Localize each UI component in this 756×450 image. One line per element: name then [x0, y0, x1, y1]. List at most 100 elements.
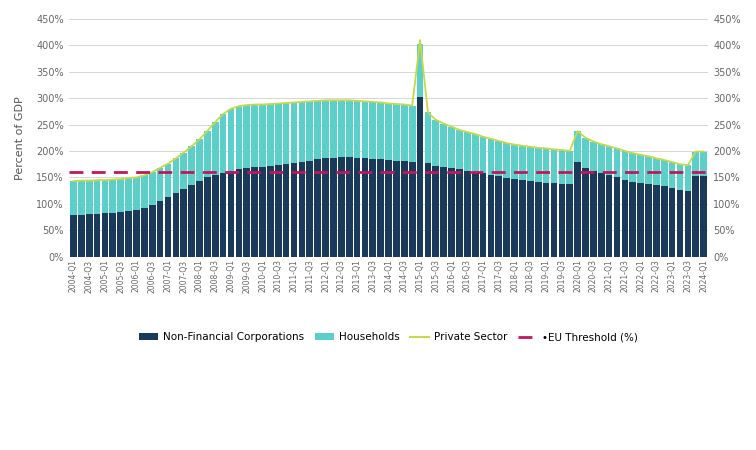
Bar — [101, 213, 108, 256]
Bar — [251, 167, 258, 256]
Bar — [401, 104, 407, 161]
Bar — [86, 180, 92, 214]
Bar — [559, 150, 565, 184]
Bar — [345, 100, 352, 158]
Bar — [283, 103, 290, 164]
Bar — [259, 167, 266, 256]
Bar — [86, 214, 92, 256]
Bar — [598, 144, 605, 173]
Bar — [345, 158, 352, 256]
Bar — [677, 164, 683, 189]
Bar — [575, 131, 581, 162]
Bar — [472, 171, 479, 256]
Bar — [236, 170, 242, 256]
Bar — [70, 181, 77, 216]
Bar — [172, 193, 179, 256]
Bar — [590, 141, 596, 171]
Bar — [448, 168, 455, 256]
Bar — [630, 182, 636, 256]
Bar — [661, 160, 668, 186]
Private Sector — [589, 139, 598, 144]
EU Threshold (%) — [77, 170, 86, 175]
Bar — [275, 165, 282, 256]
Bar — [149, 172, 156, 205]
Bar — [677, 189, 683, 256]
Bar — [165, 198, 172, 256]
Bar — [393, 104, 400, 161]
Bar — [637, 183, 644, 256]
Bar — [543, 148, 550, 183]
Bar — [448, 127, 455, 168]
Bar — [330, 100, 336, 158]
Bar — [243, 105, 250, 168]
Bar — [314, 159, 321, 256]
Bar — [117, 212, 124, 256]
Bar — [377, 159, 384, 256]
Bar — [432, 166, 439, 256]
Line: Private Sector: Private Sector — [73, 40, 704, 181]
Bar — [181, 153, 187, 189]
Bar — [480, 173, 486, 256]
Bar — [669, 188, 676, 256]
Bar — [196, 180, 203, 256]
Bar — [141, 208, 147, 256]
Bar — [590, 171, 596, 256]
Bar — [409, 162, 416, 256]
Bar — [156, 201, 163, 256]
Bar — [582, 138, 589, 168]
Bar — [220, 173, 227, 256]
Bar — [393, 161, 400, 256]
Bar — [692, 176, 699, 256]
Bar — [322, 100, 329, 158]
Bar — [70, 216, 77, 256]
Bar — [361, 101, 368, 158]
Bar — [582, 168, 589, 256]
Bar — [322, 158, 329, 256]
Bar — [386, 160, 392, 256]
Bar — [645, 184, 652, 256]
Bar — [425, 112, 431, 162]
Bar — [495, 141, 502, 176]
Bar — [661, 186, 668, 256]
Bar — [299, 102, 305, 162]
Bar — [700, 176, 707, 256]
Bar — [386, 104, 392, 160]
Bar — [228, 109, 234, 171]
Bar — [575, 162, 581, 256]
Private Sector — [69, 178, 78, 184]
Bar — [212, 122, 218, 175]
Bar — [188, 185, 195, 256]
Bar — [117, 179, 124, 212]
Private Sector — [471, 131, 480, 137]
Bar — [133, 210, 140, 256]
Bar — [685, 165, 691, 191]
Bar — [212, 175, 218, 256]
Bar — [606, 176, 612, 256]
Bar — [535, 148, 541, 182]
Bar — [314, 101, 321, 159]
Bar — [401, 161, 407, 256]
Bar — [495, 176, 502, 256]
Bar — [543, 183, 550, 256]
Bar — [692, 152, 699, 176]
Bar — [637, 155, 644, 183]
Bar — [243, 168, 250, 256]
Bar — [527, 181, 534, 256]
Bar — [488, 139, 494, 175]
Bar — [621, 180, 628, 256]
Bar — [133, 177, 140, 210]
Bar — [519, 180, 526, 256]
Bar — [149, 205, 156, 256]
Bar — [78, 180, 85, 215]
Bar — [125, 211, 132, 256]
Bar — [204, 177, 211, 256]
Bar — [488, 175, 494, 256]
Bar — [511, 179, 518, 256]
Bar — [456, 170, 463, 256]
Bar — [377, 103, 384, 159]
Bar — [330, 158, 336, 256]
Bar — [550, 149, 557, 183]
Bar — [630, 153, 636, 182]
Bar — [228, 171, 234, 256]
Bar — [432, 120, 439, 166]
